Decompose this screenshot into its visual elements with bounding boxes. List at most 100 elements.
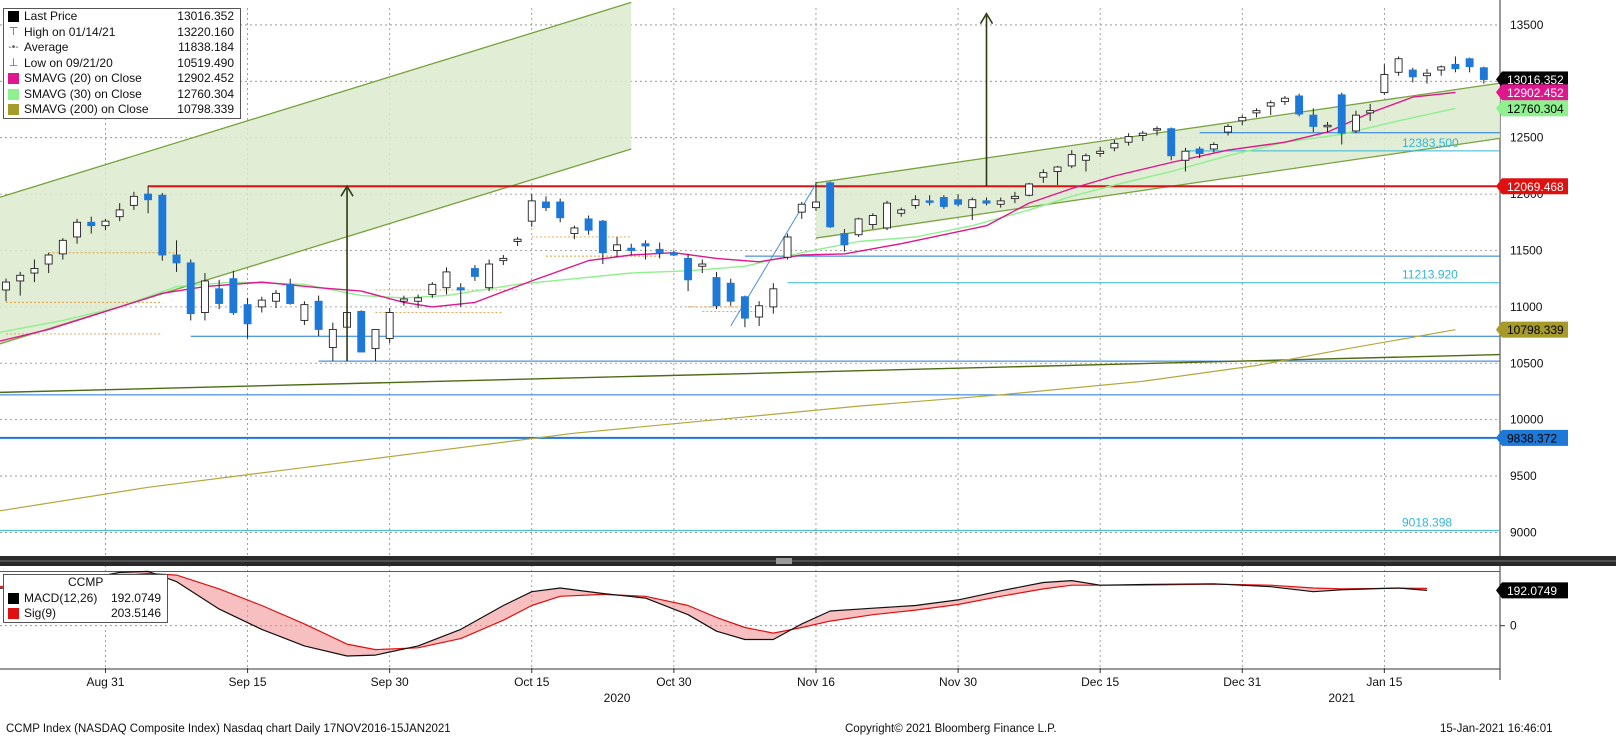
candle-body [129,195,138,206]
candle-body [1423,72,1431,77]
candle-body [1153,128,1161,131]
legend-sma20: SMAVG (20) on Close 12902.452 [4,71,240,87]
price-tag [1502,71,1568,88]
candle-body [1224,125,1233,133]
macd-legend: CCMP MACD(12,26) 192.0749 Sig(9) 203.5146 [3,574,168,623]
date-tick-label: Dec 15 [1081,675,1119,689]
date-axis: Aug 31 Sep 15 Sep 30 Oct 15 Oct 30 Nov 16 Nov … [0,668,1500,705]
candle-body [1096,150,1105,154]
candle-body [1010,195,1019,200]
annotations [340,12,994,362]
measure-arrow-head [979,12,994,25]
date-tick-label: Oct 15 [514,675,550,689]
candle-body [1082,155,1090,161]
candle-body [1252,110,1261,114]
candle-body [1053,166,1062,172]
candle-body [1437,66,1446,71]
date-tick-label: Oct 30 [656,675,692,689]
candle-body [357,310,366,353]
candle-body [115,209,124,218]
price-legend: Last Price 13016.352 ⊤ High on 01/14/21 132… [3,8,241,119]
candle-body [328,328,337,348]
candle-body [442,271,451,289]
candle-body [371,328,380,350]
price-tag-label: 12902.452 [1507,86,1564,100]
candle-body [485,263,494,289]
candle-body [584,218,593,231]
year-label: 2021 [1328,691,1355,705]
date-tick-label: Aug 31 [86,675,124,689]
date-tick-label: Dec 31 [1223,675,1261,689]
trend-channel-fill [0,2,632,344]
candle-body [1451,63,1460,70]
candle-body [73,221,82,238]
candle-body [1295,95,1304,115]
candle-body [1323,124,1332,128]
candle-body [399,298,408,302]
candle-body [172,254,181,264]
price-axis: 9000950010000105001100011500120001250013… [1496,18,1568,539]
channel-lower-line [815,137,1500,239]
price-tag [1502,429,1568,446]
measure-arrow-head [340,184,354,197]
candle-body [30,268,39,274]
candle-body [570,227,579,235]
candle-body [613,244,621,251]
price-tag [1502,321,1568,338]
candle-body [1380,74,1389,94]
candle-body [1408,69,1417,78]
price-tag-label: 12760.304 [1507,102,1564,116]
candle-body [1465,58,1474,68]
candle-body [669,252,678,256]
candle-body [925,200,934,203]
legend-average: -•- Average 11838.184 [8,40,234,54]
candle-body [897,209,906,214]
candle-body [996,200,1005,205]
candle-body [982,200,991,204]
candle-body [698,263,707,267]
macd-tick-label: 0 [1510,619,1517,633]
candle-body [243,304,252,325]
candle-body [456,287,465,291]
price-tag-pointer [1496,178,1502,195]
macd-line [0,570,1428,657]
legend-sma30: SMAVG (30) on Close 12760.304 [4,87,240,103]
candle-body [385,312,394,339]
macd-tag [1502,582,1568,599]
candle-body [144,193,153,201]
candle-body [726,282,735,302]
candle-body [186,262,195,315]
price-tick-label: 11500 [1510,243,1543,257]
candle-body [158,194,167,256]
candle-body [1138,132,1147,136]
price-tag-pointer [1496,321,1502,338]
candle-body [1394,58,1403,73]
level-label: 12383.500 [1402,136,1459,150]
date-tick-label: Nov 30 [939,675,977,689]
price-tag-pointer [1496,71,1502,88]
candle-body [755,305,764,318]
year-label: 2020 [604,691,631,705]
candle-body [1280,97,1289,103]
candle-body [1351,114,1360,132]
price-tag-label: 12069.468 [1507,180,1564,194]
price-tag-label: 10798.339 [1507,323,1564,337]
long-term-trendline [0,353,1500,394]
candle-body [812,201,820,209]
candle-body [101,220,110,227]
candle-body [1309,114,1318,127]
candle-body [314,300,323,330]
candle-body [527,200,536,222]
candle-body [868,215,877,225]
candle-body [712,277,721,307]
candle-body [1479,67,1488,80]
candle-body [300,304,309,321]
candle-body [542,201,550,209]
chart-description: CCMP Index (NASDAQ Composite Index) Nasd… [6,723,451,735]
candle-body [44,254,53,265]
candle-body [954,199,963,205]
level-label: 9018.398 [1402,515,1452,529]
candle-body [428,283,437,295]
macd-tag-pointer [1496,582,1502,599]
candle-body [840,233,849,246]
